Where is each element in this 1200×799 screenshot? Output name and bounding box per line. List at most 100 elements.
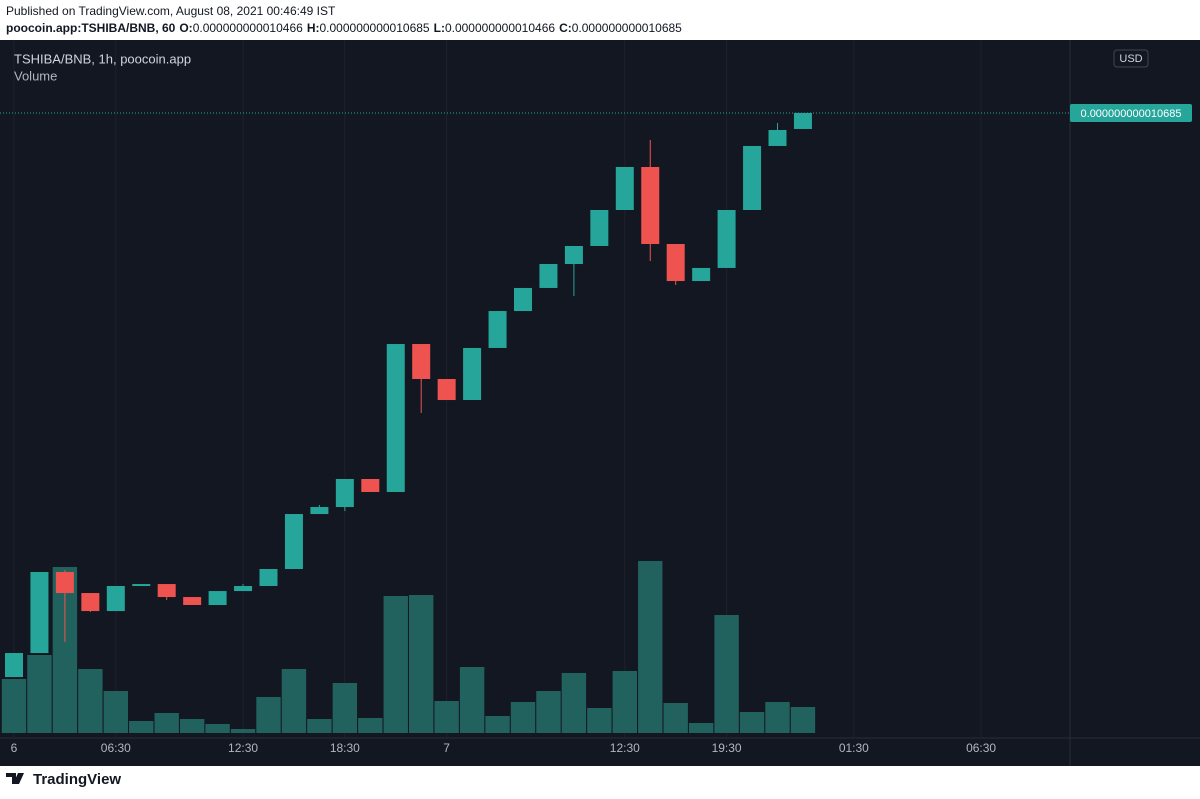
candle-body: [30, 572, 49, 654]
volume-bar: [663, 703, 688, 733]
candle-body: [666, 244, 685, 282]
symbol-line: poocoin.app:TSHIBA/BNB, 60 O:0.0000000000…: [6, 21, 682, 35]
volume-bar: [790, 707, 816, 733]
volume-bar: [561, 673, 587, 733]
volume-bar: [612, 671, 637, 733]
volume-bar: [688, 723, 714, 733]
volume-bar: [765, 702, 790, 733]
last-price-badge: [1070, 103, 1192, 122]
candle-body: [514, 287, 532, 312]
volume-bar: [536, 691, 561, 733]
x-tick-label: 19:30: [712, 741, 742, 755]
volume-bar: [103, 691, 128, 733]
volume-bar: [434, 701, 459, 733]
ohlc-key: O:: [179, 21, 192, 35]
candle-body: [5, 653, 23, 678]
volume-bar: [714, 615, 739, 733]
symbol: poocoin.app:TSHIBA/BNB, 60: [6, 21, 176, 35]
footer-brand: TradingView: [33, 771, 121, 788]
candle-body: [692, 267, 711, 282]
footer-logo: TradingView: [6, 771, 121, 788]
candle-body: [641, 167, 660, 245]
volume-bar: [383, 596, 408, 733]
volume-bar: [587, 708, 612, 733]
last-price-label: 0.000000000010685: [1081, 108, 1182, 120]
candle-body: [234, 586, 253, 592]
candle-body: [284, 514, 303, 570]
chart-background: [0, 40, 1200, 766]
volume-bar: [409, 595, 434, 733]
volume-bar: [459, 667, 485, 733]
candle-body: [208, 591, 227, 605]
ohlc-value: 0.000000000010466: [445, 21, 555, 35]
ohlc-value: 0.000000000010466: [193, 21, 303, 35]
candle-body: [386, 344, 405, 492]
x-tick-label: 12:30: [610, 741, 640, 755]
last-price: 0.000000000010685: [0, 103, 1192, 122]
volume-bar: [638, 561, 663, 733]
x-tick-label: 06:30: [966, 741, 996, 755]
volume-legend: Volume: [14, 68, 57, 83]
volume-bar: [78, 669, 103, 733]
volume-bar: [129, 721, 154, 733]
volume-bar: [281, 669, 307, 733]
candle-body: [488, 311, 507, 348]
x-tick-label: 7: [443, 741, 450, 755]
volume-bar: [154, 713, 179, 733]
candle-body: [564, 245, 583, 265]
published-note: Published on TradingView.com, August 08,…: [6, 4, 336, 18]
x-tick-label: 06:30: [101, 741, 131, 755]
candle-body: [412, 344, 431, 379]
candle-body: [463, 347, 482, 401]
candle-body: [132, 584, 151, 587]
ohlc-value: 0.000000000010685: [572, 21, 682, 35]
candle-body: [310, 507, 329, 515]
x-tick-label: 12:30: [228, 741, 258, 755]
volume-bar: [485, 716, 510, 733]
candle-layer: [5, 112, 812, 678]
candle-body: [183, 597, 202, 605]
candle-body: [157, 584, 176, 598]
candle-body: [539, 264, 558, 288]
x-tick-label: 6: [11, 741, 18, 755]
volume-bar: [179, 719, 205, 733]
ohlc-key: C:: [559, 21, 572, 35]
candle-body: [793, 112, 812, 129]
candle-body: [717, 209, 736, 268]
ohlc-key: H:: [307, 21, 320, 35]
candle-body: [361, 479, 380, 492]
candle-body: [615, 167, 634, 210]
currency-button-frame[interactable]: [1113, 49, 1149, 68]
volume-bar: [307, 719, 332, 733]
volume-bar: [1, 679, 27, 733]
x-tick-label: 18:30: [330, 741, 360, 755]
candle-body: [743, 145, 762, 210]
volume-bar: [205, 724, 230, 733]
candle-body: [335, 479, 354, 508]
legend-title: TSHIBA/BNB, 1h, poocoin.app: [14, 51, 191, 66]
volume-bar: [230, 729, 256, 733]
time-axis: 6 06:30 12:30 18:30 7 12:30 19:30 01:30 06:30: [11, 741, 997, 755]
ohlc-value: 0.000000000010685: [319, 21, 429, 35]
currency-button-label[interactable]: USD: [1119, 53, 1142, 65]
ohlc-key: L:: [434, 21, 445, 35]
volume-bar: [27, 655, 52, 733]
candle-body: [437, 378, 456, 401]
volume-bar: [256, 697, 281, 733]
grid: [13, 40, 982, 738]
volume-bar: [358, 718, 383, 733]
logo-icon: [6, 773, 24, 784]
currency-button[interactable]: USD: [1113, 49, 1149, 68]
volume-bar: [739, 712, 765, 733]
candle-body: [81, 593, 100, 612]
x-tick-label: 01:30: [839, 741, 869, 755]
volume-layer: [1, 561, 816, 733]
candle-body: [259, 569, 278, 587]
volume-bar: [510, 702, 536, 733]
candle-body: [768, 129, 787, 146]
candle-body: [55, 572, 74, 594]
candle-body: [590, 209, 609, 246]
volume-bar: [332, 683, 358, 733]
